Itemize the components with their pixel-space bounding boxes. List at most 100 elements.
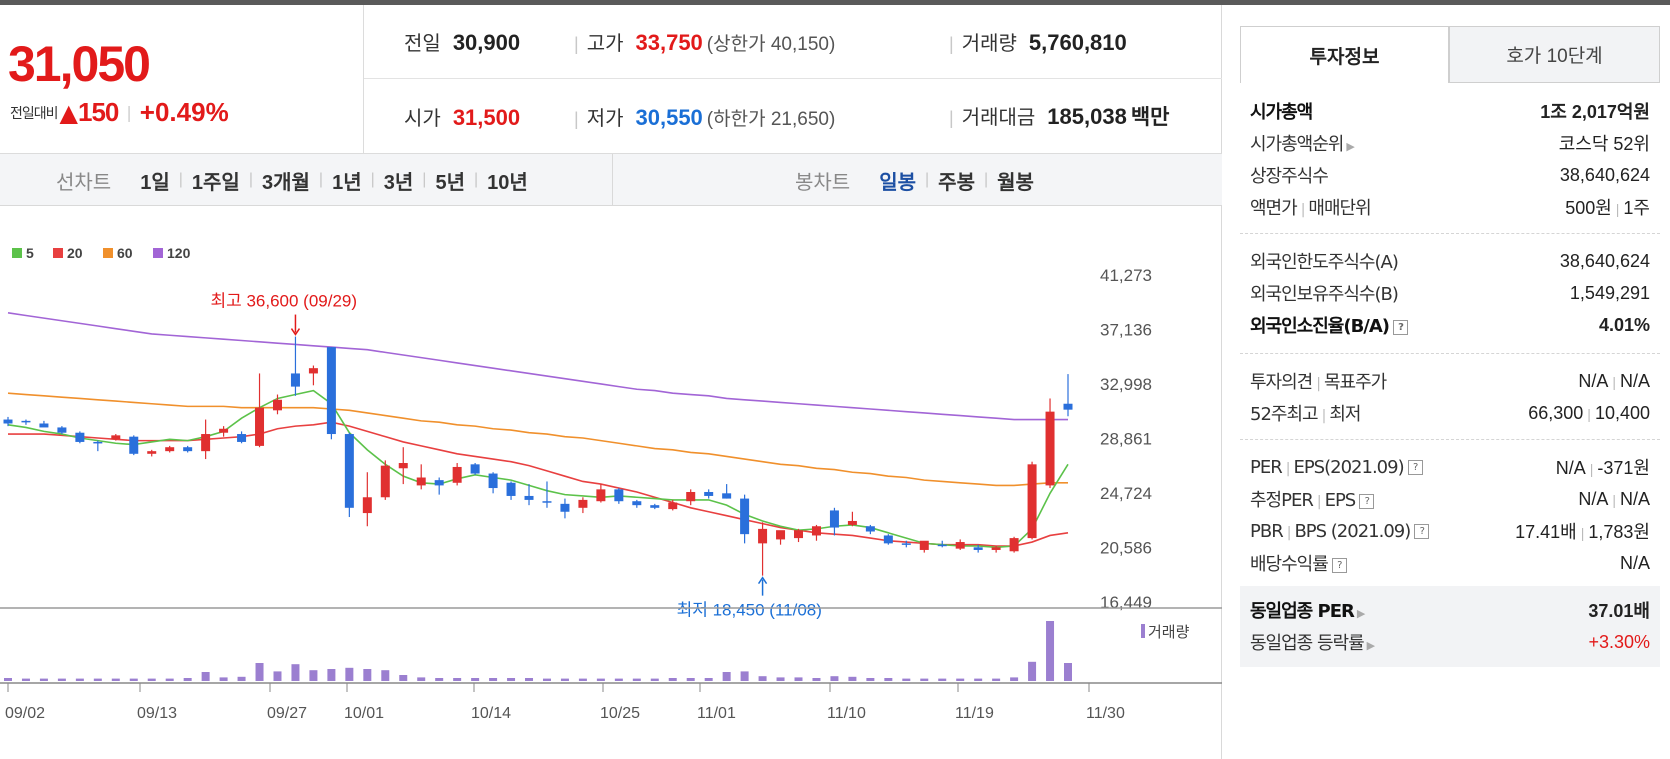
ma20-line [8,421,1069,547]
tab-weekly[interactable]: 주봉 [938,171,975,194]
volume-bar [830,676,839,681]
per-row: PER | EPS(2021.09)? N/A | -371원 [1250,453,1650,481]
volume-bar [165,678,174,681]
open-price: 시가 31,500 [404,102,520,131]
peer-per-link[interactable]: 동일업종 PER ▶ [1250,597,1365,623]
divider: | [318,171,324,188]
high-value: 33,750 [635,30,703,55]
divider: | [1580,525,1585,541]
volume-bar [884,678,893,681]
candle-body [1045,411,1055,486]
candle-body [829,510,839,528]
volume-bar [776,677,785,681]
divider: | [370,171,375,188]
tab-1day[interactable]: 1일 [140,171,170,194]
help-icon[interactable]: ? [1331,557,1347,573]
tab-daily[interactable]: 일봉 [879,171,917,194]
tab-monthly[interactable]: 월봉 [997,171,1034,194]
legend-label-120: 120 [167,245,191,261]
volume-bar [435,678,444,681]
help-icon[interactable]: ? [1393,319,1409,335]
candle-body [542,501,552,503]
candle-body [308,368,318,374]
candle-body [39,423,49,428]
volume-bar [75,678,84,681]
y-tick-label: 28,861 [1100,430,1152,449]
volume-bar [507,678,516,681]
candle-body [524,495,534,500]
price-chart[interactable]: 5 20 60 120 41,273 37,136 32,998 28,861 24,724 20… [0,206,1222,759]
volume-bar [992,678,1001,681]
divider: | [949,34,954,54]
volume-bar [794,677,803,681]
candle-body [865,526,875,532]
candle-body [596,489,606,502]
low-label: 저가 [586,107,624,130]
candle-body [883,535,893,544]
52week-high-label: 52주최고 [1250,404,1319,425]
candle-body [362,497,372,514]
help-icon[interactable]: ? [1414,524,1430,539]
x-tick-label: 11/19 [955,705,994,722]
x-tick-label: 09/02 [5,705,45,722]
volume-bar [237,676,246,681]
y-tick-label: 16,449 [1100,593,1152,612]
volume-bar [704,678,713,681]
est-eps-value: N/A [1619,488,1650,509]
dividend-row: 배당수익률? N/A [1250,549,1650,577]
candle-body [937,544,947,547]
peer-per-row: 동일업종 PER ▶ 37.01배 [1250,596,1650,624]
volume-bar [812,678,821,681]
candle-body [434,480,444,486]
divider: | [1612,373,1616,390]
volume-bar [291,664,300,681]
legend-swatch-20 [53,248,63,258]
volume-bar [668,678,677,681]
volume-bar [632,678,641,681]
tab-10year[interactable]: 10년 [487,171,528,194]
help-icon[interactable]: ? [1407,460,1423,475]
tab-3year[interactable]: 3년 [383,171,414,194]
volume-bar [309,670,318,681]
tab-1year[interactable]: 1년 [332,171,362,194]
lower-limit: (하한가 21,650) [706,108,836,130]
bps-value: 1,783원 [1588,522,1650,542]
tab-3month[interactable]: 3개월 [261,171,310,194]
par-value-label: 액면가 [1250,198,1298,219]
candle-body [578,499,588,508]
tab-1week[interactable]: 1주일 [191,171,240,194]
help-icon[interactable]: ? [1359,493,1375,509]
tab-invest-info[interactable]: 투자정보 [1240,26,1449,83]
top-bar [0,0,1670,5]
volume-legend-swatch [1141,624,1145,638]
volume-bar [542,678,551,681]
candle-body [93,441,103,444]
peer-change-link[interactable]: 동일업종 등락률 ▶ [1250,629,1375,655]
tab-order-book[interactable]: 호가 10단계 [1449,26,1660,83]
x-tick-label: 11/01 [697,705,736,722]
divider: | [1612,491,1616,508]
low-price: | 저가 30,550 (하한가 21,650) [574,102,835,131]
candle-body [758,528,768,544]
peer-change-label: 동일업종 등락률 [1250,633,1365,654]
ma120-line [7,312,1068,421]
divider: | [983,171,989,188]
y-tick-label: 41,273 [1100,266,1152,285]
candle-body [722,493,732,499]
candle-body [1063,403,1073,410]
market-cap-row: 시가총액 1조 2,017억원 [1250,97,1650,125]
volume-bar [147,678,156,681]
est-per-row: 추정PER | EPS? N/A | N/A [1250,485,1650,513]
quote-grid: 전일 30,900 | 고가 33,750 (상한가 40,150) | 거래량… [364,5,1222,154]
divider: | [949,108,954,128]
eps-value: -371원 [1597,458,1650,478]
volume-legend-label: 거래량 [1148,624,1190,641]
market-cap-rank-row: 시가총액순위 ▶ 코스닥 52위 [1250,129,1650,157]
market-cap-rank-link[interactable]: 시가총액순위 ▶ [1250,130,1355,156]
volume-bar [1064,663,1072,681]
divider: | [126,103,132,122]
up-triangle-icon: ▲ [59,98,78,127]
candle-body [219,428,229,433]
candle-body [57,427,67,433]
tab-5year[interactable]: 5년 [435,171,465,194]
